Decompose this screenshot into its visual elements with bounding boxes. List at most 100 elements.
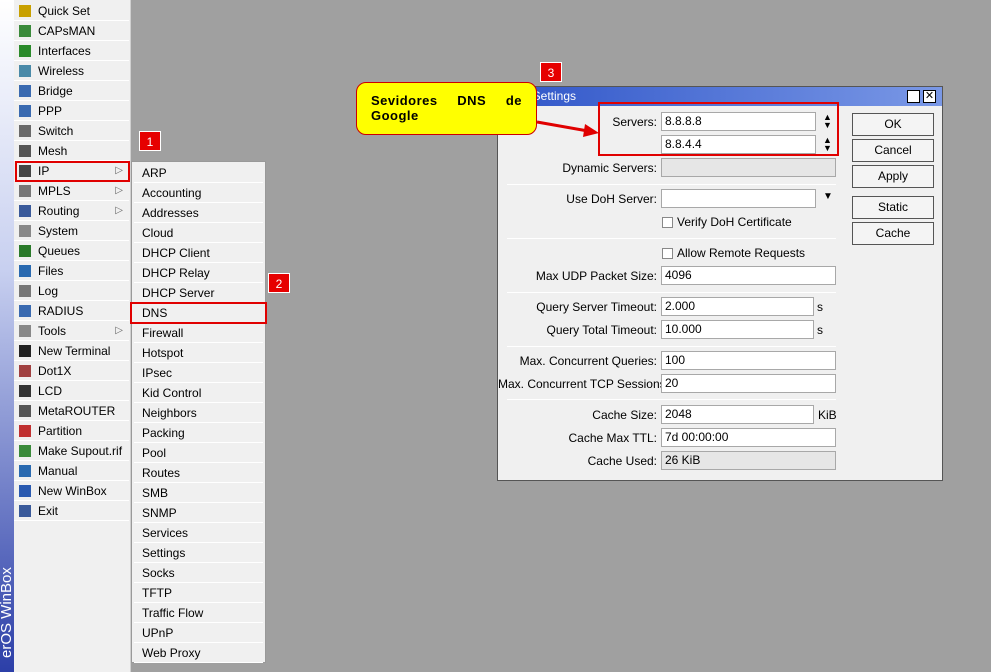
submenu-item[interactable]: ARP <box>134 163 263 183</box>
menu-icon <box>19 305 31 317</box>
button[interactable]: Static <box>852 196 934 219</box>
menu-item[interactable]: Bridge <box>14 81 129 101</box>
submenu-item[interactable]: Socks <box>134 563 263 583</box>
menu-icon <box>19 485 31 497</box>
button[interactable]: Apply <box>852 165 934 188</box>
close-button[interactable]: ✕ <box>923 90 936 103</box>
step-marker: 2 <box>268 273 290 293</box>
submenu-item[interactable]: Packing <box>134 423 263 443</box>
menu-item[interactable]: RADIUS <box>14 301 129 321</box>
submenu-item[interactable]: SNMP <box>134 503 263 523</box>
button[interactable]: Cache <box>852 222 934 245</box>
submenu-item[interactable]: Hotspot <box>134 343 263 363</box>
menu-item[interactable]: Interfaces <box>14 41 129 61</box>
submenu-item[interactable]: Kid Control <box>134 383 263 403</box>
submenu-item[interactable]: Addresses <box>134 203 263 223</box>
submenu-arrow: ▷ <box>115 185 123 196</box>
menu-icon <box>19 425 31 437</box>
menu-item[interactable]: Mesh <box>14 141 129 161</box>
separator <box>507 238 836 239</box>
menu-item[interactable]: MPLS ▷ <box>14 181 129 201</box>
text-field[interactable]: 2048 <box>661 405 814 424</box>
button[interactable]: Cancel <box>852 139 934 162</box>
menu-item[interactable]: New Terminal <box>14 341 129 361</box>
field-label: Use DoH Server: <box>566 192 657 206</box>
menu-item[interactable]: Exit <box>14 501 129 521</box>
menu-icon <box>19 365 31 377</box>
menu-item[interactable]: Quick Set <box>14 1 129 21</box>
submenu-item[interactable]: DHCP Relay <box>134 263 263 283</box>
submenu-item[interactable]: DHCP Client <box>134 243 263 263</box>
unit-label: s <box>817 300 823 314</box>
submenu-item[interactable]: Routes <box>134 463 263 483</box>
menu-item[interactable]: Dot1X <box>14 361 129 381</box>
menu-label: Tools <box>38 324 67 338</box>
menu-item[interactable]: Make Supout.rif <box>14 441 129 461</box>
menu-label: Manual <box>38 464 78 478</box>
menu-item[interactable]: Files <box>14 261 129 281</box>
submenu-item[interactable]: TFTP <box>134 583 263 603</box>
menu-icon <box>19 85 31 97</box>
text-field[interactable]: 4096 <box>661 266 836 285</box>
menu-item[interactable]: LCD <box>14 381 129 401</box>
submenu-item[interactable]: Traffic Flow <box>134 603 263 623</box>
spin-button[interactable]: ▲ ▼ <box>823 135 832 153</box>
menu-item[interactable]: MetaROUTER <box>14 401 129 421</box>
menu-item[interactable]: Queues <box>14 241 129 261</box>
menu-label: Log <box>38 284 59 298</box>
spin-button[interactable]: ▲ ▼ <box>823 112 832 130</box>
menu-label: IP <box>38 164 50 178</box>
menu-item[interactable]: System <box>14 221 129 241</box>
submenu-item[interactable]: UPnP <box>134 623 263 643</box>
menu-item[interactable]: Switch <box>14 121 129 141</box>
field-label: Max. Concurrent Queries: <box>519 354 657 368</box>
text-field[interactable]: 8.8.4.4 <box>661 135 816 154</box>
submenu-item[interactable]: Neighbors <box>134 403 263 423</box>
checkbox[interactable] <box>662 248 673 259</box>
menu-item[interactable]: Wireless <box>14 61 129 81</box>
submenu-item[interactable]: SMB <box>134 483 263 503</box>
menu-item[interactable]: CAPsMAN <box>14 21 129 41</box>
menu-item[interactable]: Partition <box>14 421 129 441</box>
menu-item[interactable]: New WinBox <box>14 481 129 501</box>
menu-item[interactable]: Log <box>14 281 129 301</box>
menu-item[interactable]: PPP <box>14 101 129 121</box>
submenu-item[interactable]: Cloud <box>134 223 263 243</box>
text-field[interactable]: 8.8.8.8 <box>661 112 816 131</box>
dropdown-arrow[interactable]: ▼ <box>823 191 833 202</box>
menu-item[interactable]: Routing ▷ <box>14 201 129 221</box>
menu-icon <box>19 205 31 217</box>
submenu-item[interactable]: Web Proxy <box>134 643 263 663</box>
submenu-item[interactable]: IPsec <box>134 363 263 383</box>
menu-item[interactable]: Manual <box>14 461 129 481</box>
text-field[interactable]: 2.000 <box>661 297 814 316</box>
text-field[interactable] <box>661 189 816 208</box>
submenu-arrow: ▷ <box>115 205 123 216</box>
button[interactable]: OK <box>852 113 934 136</box>
submenu-item[interactable]: Services <box>134 523 263 543</box>
menu-label: Interfaces <box>38 44 91 58</box>
submenu-item[interactable]: Pool <box>134 443 263 463</box>
text-field[interactable]: 100 <box>661 351 836 370</box>
separator <box>507 292 836 293</box>
menu-label: PPP <box>38 104 63 118</box>
submenu-item[interactable]: Firewall <box>134 323 263 343</box>
step-marker: 3 <box>540 62 562 82</box>
brand-bar: erOS WinBox <box>0 0 14 672</box>
submenu-item[interactable]: Settings <box>134 543 263 563</box>
menu-item[interactable]: Tools ▷ <box>14 321 129 341</box>
menu-label: Queues <box>38 244 81 258</box>
submenu-item[interactable]: Accounting <box>134 183 263 203</box>
menu-icon <box>19 265 31 277</box>
menu-label: Routing <box>38 204 80 218</box>
maximize-button[interactable] <box>907 90 920 103</box>
text-field[interactable]: 10.000 <box>661 320 814 339</box>
text-field[interactable]: 7d 00:00:00 <box>661 428 836 447</box>
text-field[interactable]: 20 <box>661 374 836 393</box>
text-field: 26 KiB <box>661 451 836 470</box>
highlight-box <box>15 161 130 182</box>
checkbox[interactable] <box>662 217 673 228</box>
menu-icon <box>19 225 31 237</box>
